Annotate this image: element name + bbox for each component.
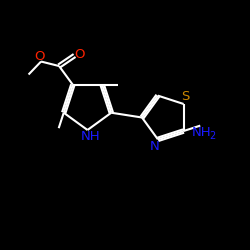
- Text: NH: NH: [192, 126, 211, 139]
- Text: 2: 2: [209, 130, 215, 140]
- Text: N: N: [149, 140, 159, 153]
- Text: S: S: [181, 90, 189, 104]
- Text: O: O: [74, 48, 84, 61]
- Text: NH: NH: [81, 130, 100, 143]
- Text: O: O: [34, 50, 45, 62]
